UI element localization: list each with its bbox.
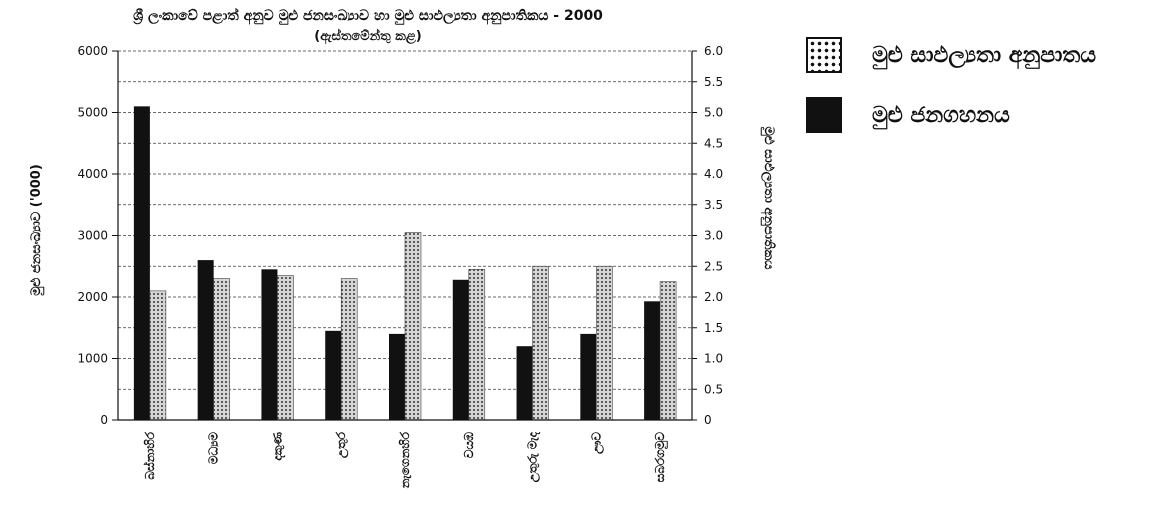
right-tick-label: 2.5 xyxy=(704,259,723,273)
category-label: උතුරු මැද xyxy=(526,431,542,482)
bar-fertility xyxy=(468,269,486,421)
right-tick-label: 0.5 xyxy=(704,382,723,396)
bar-fertility xyxy=(659,281,677,421)
legend-label-population: මුළු ජනගහනය xyxy=(872,102,1010,128)
right-tick-label: 4.5 xyxy=(704,136,723,150)
legend-swatch-solid xyxy=(806,97,842,133)
bar-population xyxy=(261,269,278,420)
bar-population xyxy=(580,333,597,420)
left-axis-label: මුළු ජනසංඛ්‍යාව ('000) xyxy=(29,164,45,296)
legend-swatch-dotted xyxy=(806,37,842,73)
category-label: බස්නාහිර xyxy=(143,431,157,479)
bar-fertility xyxy=(213,278,230,421)
left-tick-label: 5000 xyxy=(77,106,108,120)
right-tick-label: 6.0 xyxy=(704,44,723,58)
category-label: මධ්‍යම xyxy=(207,432,221,464)
bars xyxy=(133,106,677,421)
chart-subtitle: (ඇස්තමේන්තු කළ) xyxy=(314,27,421,45)
chart-title: ශ්‍රී ලංකාවේ පළාත් අනුව මුළු ජනසංඛ්‍යාව … xyxy=(133,7,603,26)
left-tick-label: 2000 xyxy=(77,290,108,304)
left-tick-label: 0 xyxy=(100,413,108,427)
right-tick-label: 0 xyxy=(704,413,712,427)
bar-fertility xyxy=(340,278,358,421)
left-tick-label: 1000 xyxy=(77,352,108,366)
left-tick-label: 3000 xyxy=(77,229,108,243)
category-label: නැගෙනහිර xyxy=(398,431,412,489)
bar-fertility xyxy=(596,265,613,421)
left-tick-label: 4000 xyxy=(77,167,108,181)
category-label: සබරගමුව xyxy=(653,432,669,483)
right-axis-label: මුළු සාඵල්‍යතා අනුපාතිකය xyxy=(760,126,777,270)
right-tick-label: 4.0 xyxy=(704,167,723,181)
right-tick-label: 3.5 xyxy=(704,198,723,212)
left-tick-label: 6000 xyxy=(77,44,108,58)
population-fertility-chart: ශ්‍රී ලංකාවේ පළාත් අනුව මුළු ජනසංඛ්‍යාව … xyxy=(29,7,777,489)
category-label: උතුර xyxy=(334,431,350,458)
right-tick-label: 1.5 xyxy=(704,321,723,335)
chart-legend: මුළු සාඵල්‍යතා අනුපාතය මුළු ජනගහනය xyxy=(806,36,1096,156)
right-tick-label: 2.0 xyxy=(704,290,723,304)
bar-fertility xyxy=(277,275,294,421)
category-label: ඌව xyxy=(589,432,605,454)
bar-population xyxy=(133,106,150,420)
right-tick-label: 5.5 xyxy=(704,75,723,89)
axes: 0 1000 2000 3000 4000 5000 6000 0 0.5 1.0 1.5 2.0 2.… xyxy=(77,44,723,489)
bar-fertility xyxy=(404,232,422,421)
bar-fertility xyxy=(532,265,549,421)
bar-fertility xyxy=(149,290,167,421)
bar-population xyxy=(452,279,469,420)
right-tick-label: 3.0 xyxy=(704,229,723,243)
legend-item-fertility: මුළු සාඵල්‍යතා අනුපාතය xyxy=(806,36,1096,74)
bar-population xyxy=(644,301,661,420)
right-tick-label: 1.0 xyxy=(704,352,723,366)
category-label: වයඹ xyxy=(462,432,476,458)
bar-population xyxy=(516,346,533,420)
category-label: දකුණ xyxy=(270,431,285,460)
bar-population xyxy=(197,260,214,420)
legend-label-fertility: මුළු සාඵල්‍යතා අනුපාතය xyxy=(872,42,1097,68)
bar-population xyxy=(325,330,342,420)
legend-item-population: මුළු ජනගහනය xyxy=(806,96,1096,134)
right-tick-label: 5.0 xyxy=(704,106,723,120)
bar-population xyxy=(389,333,405,420)
